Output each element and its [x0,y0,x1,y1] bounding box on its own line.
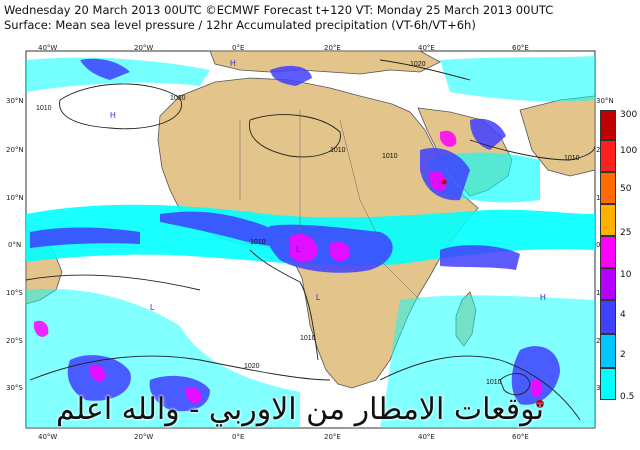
legend-swatch [600,110,616,140]
high-pressure-marker: H [540,293,546,302]
isobar-label: 1010 [36,105,52,112]
legend-level: 50 [620,184,632,194]
lat-label-right: 30°N [596,97,614,105]
lat-label-left: 30°N [6,97,24,105]
isobar-label: 1010 [486,379,502,386]
lon-label-top: 20°W [134,44,154,52]
isobar-label: 1010 [250,239,266,246]
isobar-label: 1010 [564,155,580,162]
lon-label-bottom: 20°E [324,433,341,441]
lon-label-top: 40°E [418,44,435,52]
legend-swatch [600,300,616,334]
lon-label-bottom: 20°W [134,433,154,441]
lat-label-left: 0°N [8,241,22,249]
madagascar-landmass [455,291,477,347]
isobar-label: 1010 [382,153,398,160]
legend-level: 100 [620,146,638,156]
lon-label-bottom: 60°E [512,433,529,441]
lon-label-bottom: 40°E [418,433,435,441]
header-line-1: Wednesday 20 March 2013 00UTC ©ECMWF For… [4,3,554,17]
isobars [25,59,596,421]
lon-label-top: 0°E [232,44,245,52]
low-pressure-marker: L [316,293,321,302]
legend-swatch [600,368,616,400]
legend-swatch [600,204,616,236]
lon-label-top: 40°W [38,44,58,52]
europe-landmass [209,50,441,75]
precip-legend: 300 100 50 25 10 4 2 0.5 [600,110,637,402]
isobar-label: 1020 [244,363,260,370]
lat-label-left: 30°S [6,384,23,392]
lat-label-left: 10°N [6,194,24,202]
legend-swatch [600,140,616,172]
legend-level: 4 [620,310,626,320]
lat-label-left: 10°S [6,289,23,297]
legend-level: 300 [620,110,638,120]
isobar-label: 1010 [300,335,316,342]
high-pressure-marker: H [230,59,236,68]
borders [239,110,421,301]
isobar-label: 1020 [170,95,186,102]
lon-label-top: 20°E [324,44,341,52]
legend-level: 25 [620,228,632,238]
legend-swatch [600,334,616,368]
lat-label-left: 20°N [6,146,24,154]
lon-label-bottom: 0°E [232,433,245,441]
low-pressure-marker: L [296,245,301,254]
high-pressure-marker: H [110,111,116,120]
header-line-2: Surface: Mean sea level pressure / 12hr … [4,18,476,32]
legend-swatch [600,236,616,268]
lon-label-bottom: 40°W [38,433,58,441]
precip-heavy [34,130,543,404]
arabic-caption: توقعات الامطار من الاوربي - والله اعلم [56,392,544,427]
legend-level: 0.5 [620,392,635,402]
isobar-label: 1010 [330,147,346,154]
legend-swatch [600,268,616,300]
lat-label-left: 20°S [6,337,23,345]
precip-moderate [30,58,560,412]
low-pressure-marker: L [150,303,155,312]
legend-swatch [600,172,616,204]
legend-level: 10 [620,270,632,280]
isobar-label: 1020 [410,61,426,68]
precip-extreme [441,179,544,408]
legend-level: 2 [620,350,626,360]
lon-label-top: 60°E [512,44,529,52]
